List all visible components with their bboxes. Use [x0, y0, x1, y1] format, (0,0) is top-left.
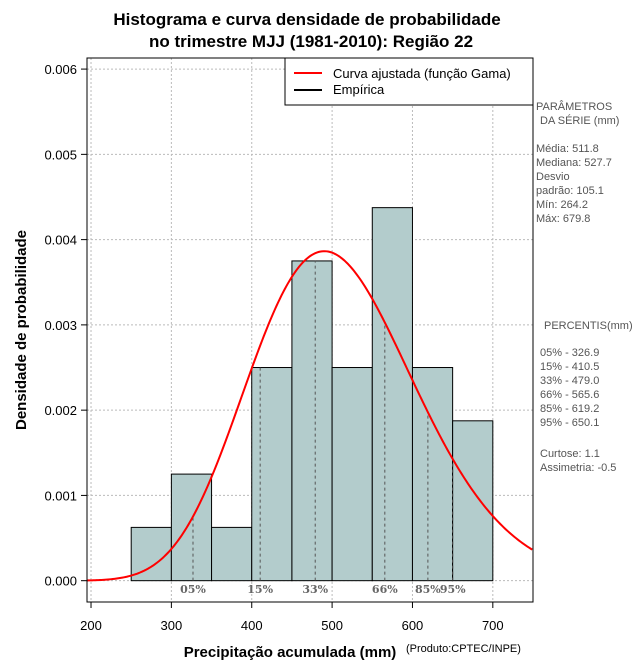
legend-label-empirical: Empírica — [333, 82, 385, 97]
x-tick-label: 700 — [482, 618, 504, 633]
y-axis-title: Densidade de probabilidade — [13, 230, 30, 430]
y-tick-label: 0.002 — [44, 403, 77, 418]
param-min: Mín: 264.2 — [536, 199, 588, 211]
histogram-bar — [211, 526, 253, 582]
histogram-bar — [291, 260, 333, 582]
param-desvio-1: Desvio — [536, 171, 570, 183]
percentile-05: 05% - 326.9 — [540, 347, 599, 359]
x-tick-label: 200 — [80, 618, 102, 633]
percentile-label: 15% — [247, 583, 273, 596]
stat-curtose: Curtose: 1.1 — [540, 448, 600, 460]
percentile-label: 95% — [440, 583, 466, 596]
percentile-15: 15% - 410.5 — [540, 361, 599, 373]
legend: Curva ajustada (função Gama) Empírica — [284, 57, 534, 106]
chart-title-line-2: no trimestre MJJ (1981-2010): Região 22 — [149, 32, 473, 51]
y-tick-label: 0.003 — [44, 318, 77, 333]
param-mediana: Mediana: 527.7 — [536, 157, 612, 169]
percentile-labels: 05% 15% 33% 66% 85% 95% — [180, 583, 466, 596]
histogram-bar — [130, 526, 172, 582]
legend-label-curve: Curva ajustada (função Gama) — [333, 66, 511, 81]
histogram-bars — [130, 207, 494, 582]
percentile-label: 85% — [415, 583, 441, 596]
histogram-bar — [452, 420, 494, 582]
histogram-bar — [331, 367, 373, 582]
y-tick-label: 0.005 — [44, 147, 77, 162]
y-tick-label: 0.004 — [44, 233, 77, 248]
param-max: Máx: 679.8 — [536, 213, 590, 225]
x-tick-label: 600 — [402, 618, 424, 633]
percentile-lines — [192, 260, 454, 581]
stat-assimetria: Assimetria: -0.5 — [540, 462, 616, 474]
percentile-label: 33% — [302, 583, 328, 596]
param-media: Média: 511.8 — [536, 143, 599, 155]
params-title-1: PARÂMETROS — [536, 100, 612, 113]
percentile-85: 85% - 619.2 — [540, 403, 599, 415]
param-desvio-2: padrão: 105.1 — [536, 185, 604, 197]
y-tick-label: 0.006 — [44, 62, 77, 77]
histogram-bar — [371, 207, 413, 582]
percentile-95: 95% - 650.1 — [540, 417, 599, 429]
product-credit: (Produto:CPTEC/INPE) — [406, 643, 521, 655]
histogram-bar — [411, 367, 454, 582]
percentile-label: 66% — [372, 583, 398, 596]
percentile-label: 05% — [180, 583, 206, 596]
percentile-33: 33% - 479.0 — [540, 375, 599, 387]
x-tick-label: 500 — [321, 618, 343, 633]
legend-box — [284, 57, 534, 106]
chart-title-line-1: Histograma e curva densidade de probabil… — [113, 10, 500, 29]
percentile-66: 66% - 565.6 — [540, 389, 599, 401]
percentiles-panel: PERCENTIS(mm) 05% - 326.9 15% - 410.5 33… — [540, 320, 633, 474]
gamma-fit-curve — [86, 250, 533, 582]
y-tick-label: 0.001 — [44, 488, 77, 503]
y-axis: 0.000 0.001 0.002 0.003 0.004 0.005 0.006 — [44, 62, 87, 589]
params-title-2: DA SÉRIE (mm) — [540, 114, 619, 127]
x-tick-label: 300 — [161, 618, 183, 633]
series-parameters-panel: PARÂMETROS DA SÉRIE (mm) Média: 511.8 Me… — [536, 100, 619, 225]
y-tick-label: 0.000 — [44, 574, 77, 589]
histogram-bar — [170, 473, 213, 582]
x-axis: 200 300 400 500 600 700 — [80, 602, 504, 633]
percentis-title: PERCENTIS(mm) — [544, 320, 633, 332]
x-tick-label: 400 — [241, 618, 263, 633]
histogram-bar — [251, 367, 293, 582]
x-axis-title: Precipitação acumulada (mm) — [184, 644, 397, 660]
